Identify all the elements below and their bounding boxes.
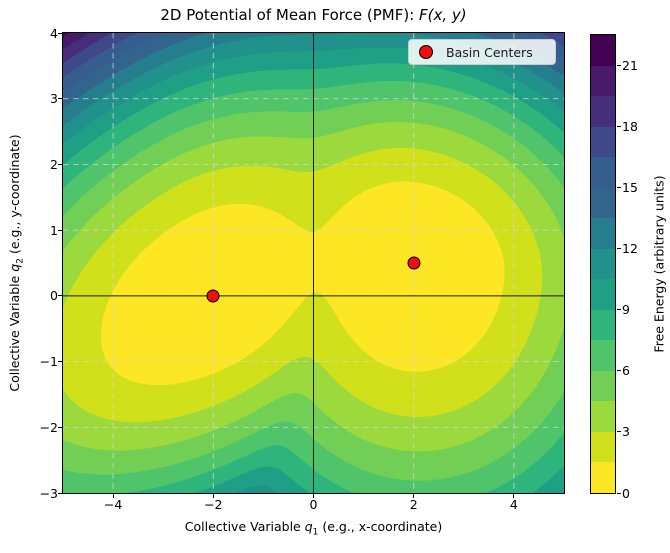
y-tick-label: 2 — [50, 156, 58, 172]
basin-center-marker — [206, 289, 220, 303]
colorbar-band — [591, 157, 615, 188]
tick-mark — [58, 163, 62, 165]
plot-title-math: F(x, y) — [419, 6, 467, 24]
legend: Basin Centers — [408, 39, 556, 65]
contour-plot-canvas — [63, 33, 564, 493]
x-tick-label: 2 — [409, 497, 418, 512]
colorbar-band — [591, 431, 615, 463]
colorbar-band — [591, 340, 615, 371]
colorbar-tick-label: 6 — [622, 363, 630, 379]
tick-mark — [617, 370, 621, 372]
tick-mark — [58, 426, 62, 428]
colorbar-band — [591, 279, 615, 310]
tick-mark — [617, 492, 621, 494]
y-tick-label: −3 — [39, 485, 58, 501]
x-tick-label: −2 — [204, 497, 223, 512]
tick-mark — [617, 187, 621, 189]
y-tick-label: −1 — [39, 354, 58, 370]
colorbar-tick-label: 18 — [622, 119, 638, 135]
y-tick-label: −2 — [39, 419, 58, 435]
basin-center-marker — [407, 256, 421, 270]
colorbar-band — [591, 401, 615, 432]
tick-mark — [58, 229, 62, 231]
tick-mark — [58, 492, 62, 494]
x-tick-label: 0 — [309, 497, 318, 512]
colorbar-tick-label: 0 — [622, 485, 630, 501]
tick-mark — [58, 295, 62, 297]
x-tick-label: 4 — [509, 497, 518, 512]
y-tick-label: 0 — [50, 288, 58, 304]
tick-mark — [58, 32, 62, 34]
colorbar-band — [591, 462, 615, 493]
tick-mark — [617, 65, 621, 67]
colorbar-band — [591, 218, 615, 249]
colorbar-band — [591, 96, 615, 127]
tick-mark — [513, 494, 515, 498]
tick-mark — [413, 494, 415, 498]
colorbar-tick-label: 3 — [622, 424, 630, 440]
colorbar-band — [591, 65, 615, 97]
y-tick-label: 4 — [50, 25, 58, 41]
tick-mark — [112, 494, 114, 498]
y-axis-label: Collective Variable q2 (e.g., y-coordina… — [6, 134, 26, 392]
tick-mark — [617, 248, 621, 250]
tick-mark — [617, 431, 621, 433]
colorbar-tick-label: 12 — [622, 241, 638, 257]
tick-mark — [212, 494, 214, 498]
colorbar-band — [591, 370, 615, 402]
colorbar-band — [591, 187, 615, 219]
legend-label: Basin Centers — [446, 44, 533, 60]
y-tick-label: 1 — [50, 222, 58, 238]
y-tick-label: 3 — [50, 91, 58, 107]
colorbar-tick-label: 15 — [622, 180, 638, 196]
colorbar-tick-label: 9 — [622, 302, 630, 318]
tick-mark — [617, 126, 621, 128]
plot-area: Basin Centers — [62, 32, 565, 494]
plot-title: 2D Potential of Mean Force (PMF): F(x, y… — [63, 6, 564, 24]
tick-mark — [313, 494, 314, 498]
colorbar-band — [591, 126, 615, 158]
x-tick-label: −4 — [103, 497, 123, 512]
x-axis-label: Collective Variable q1 (e.g., x-coordina… — [184, 519, 443, 538]
tick-mark — [58, 361, 62, 363]
colorbar-band — [591, 248, 615, 280]
tick-mark — [617, 309, 621, 311]
colorbar-tick-label: 21 — [622, 58, 638, 74]
colorbar — [590, 34, 616, 494]
colorbar-band — [591, 35, 615, 66]
tick-mark — [58, 98, 62, 100]
colorbar-band — [591, 309, 615, 341]
plot-title-text: 2D Potential of Mean Force (PMF): — [160, 6, 420, 24]
legend-basin-marker-icon — [419, 45, 433, 59]
colorbar-label: Free Energy (arbitrary units) — [651, 175, 667, 353]
